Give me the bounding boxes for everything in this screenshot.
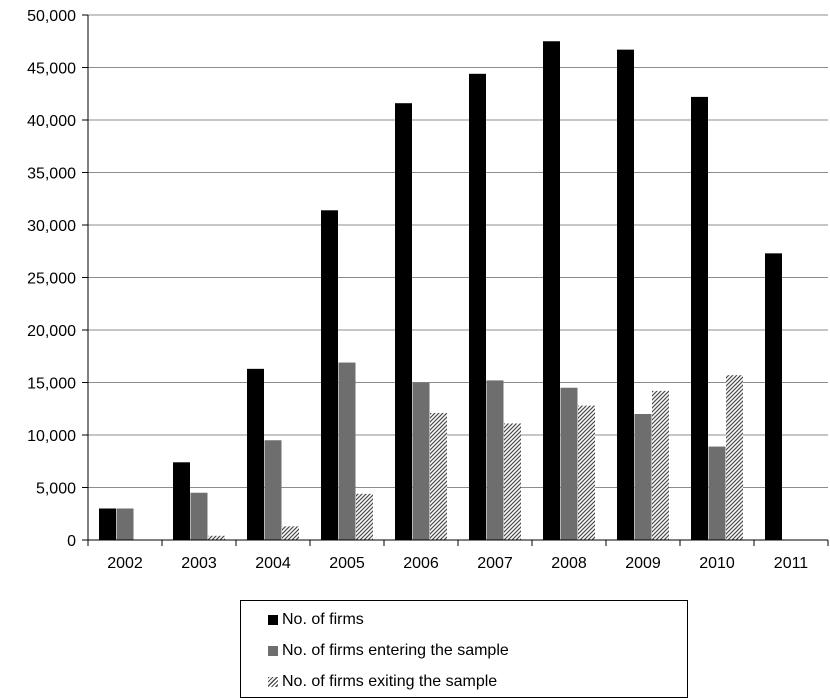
bar-firms	[99, 508, 116, 540]
x-axis-tick-labels: 2002 2003 2004 2005 2006 2007 2008 2009 2010 2011	[107, 555, 808, 572]
x-tick-label: 2010	[699, 555, 735, 572]
legend-label-exiting: No. of firms exiting the sample	[282, 673, 498, 690]
y-tick-label: 10,000	[27, 428, 76, 445]
x-tick-label: 2009	[625, 555, 661, 572]
legend-swatch-entering	[268, 646, 278, 656]
y-tick-label: 30,000	[27, 218, 76, 235]
y-tick-label: 45,000	[27, 61, 76, 78]
y-tick-label: 15,000	[27, 376, 76, 393]
bar-firms	[321, 210, 338, 541]
axes	[82, 14, 829, 546]
bar-firms	[543, 41, 560, 540]
x-tick-label: 2007	[477, 555, 513, 572]
bar-entering	[264, 440, 282, 540]
bar-exiting	[430, 412, 447, 540]
bar-entering	[412, 382, 430, 540]
bar-exiting	[504, 423, 521, 540]
bar-entering	[486, 380, 504, 540]
bar-entering	[634, 414, 652, 540]
x-tick-label: 2003	[181, 555, 217, 572]
legend-swatch-exiting	[268, 677, 278, 687]
bar-firms	[247, 368, 264, 540]
y-tick-label: 50,000	[27, 8, 76, 25]
bar-exiting	[726, 375, 743, 540]
bar-firms	[617, 49, 634, 541]
bars	[99, 41, 782, 541]
legend-swatch-firms	[268, 615, 278, 625]
legend-label-firms: No. of firms	[282, 611, 364, 628]
legend-item-firms: No. of firms	[268, 610, 364, 630]
bar-entering	[708, 446, 726, 540]
x-tick-label: 2011	[774, 555, 809, 572]
y-tick-label: 35,000	[27, 166, 76, 183]
y-tick-label: 20,000	[27, 323, 76, 340]
gridlines	[88, 14, 828, 488]
bar-exiting	[356, 493, 373, 540]
bar-firms	[469, 73, 486, 541]
y-tick-label: 25,000	[27, 271, 76, 288]
y-tick-label: 0	[67, 533, 76, 550]
x-tick-label: 2002	[107, 555, 143, 572]
legend-label-entering: No. of firms entering the sample	[282, 642, 509, 659]
legend: No. of firms No. of firms entering the s…	[240, 600, 688, 698]
bar-entering	[560, 387, 578, 540]
bar-exiting	[208, 535, 225, 540]
legend-item-entering: No. of firms entering the sample	[268, 641, 509, 661]
bar-entering	[116, 508, 134, 540]
bar-entering	[338, 362, 356, 540]
legend-item-exiting: No. of firms exiting the sample	[268, 672, 497, 692]
x-tick-label: 2004	[255, 555, 291, 572]
bar-exiting	[578, 405, 595, 540]
bar-exiting	[652, 390, 669, 540]
bar-firms	[765, 253, 782, 540]
x-tick-label: 2005	[329, 555, 365, 572]
y-tick-label: 5,000	[36, 481, 76, 498]
bar-chart: 0 5,000 10,000 15,000 20,000 25,000 30,000 35,0…	[27, 8, 829, 572]
bar-firms	[395, 103, 412, 540]
bar-firms	[691, 96, 708, 541]
bar-exiting	[282, 526, 299, 540]
y-axis-tick-labels: 0 5,000 10,000 15,000 20,000 25,000 30,000 35,0…	[27, 8, 76, 550]
x-tick-label: 2006	[403, 555, 439, 572]
y-tick-label: 40,000	[27, 113, 76, 130]
bar-firms	[173, 462, 190, 540]
bar-entering	[190, 492, 208, 540]
x-tick-label: 2008	[551, 555, 587, 572]
